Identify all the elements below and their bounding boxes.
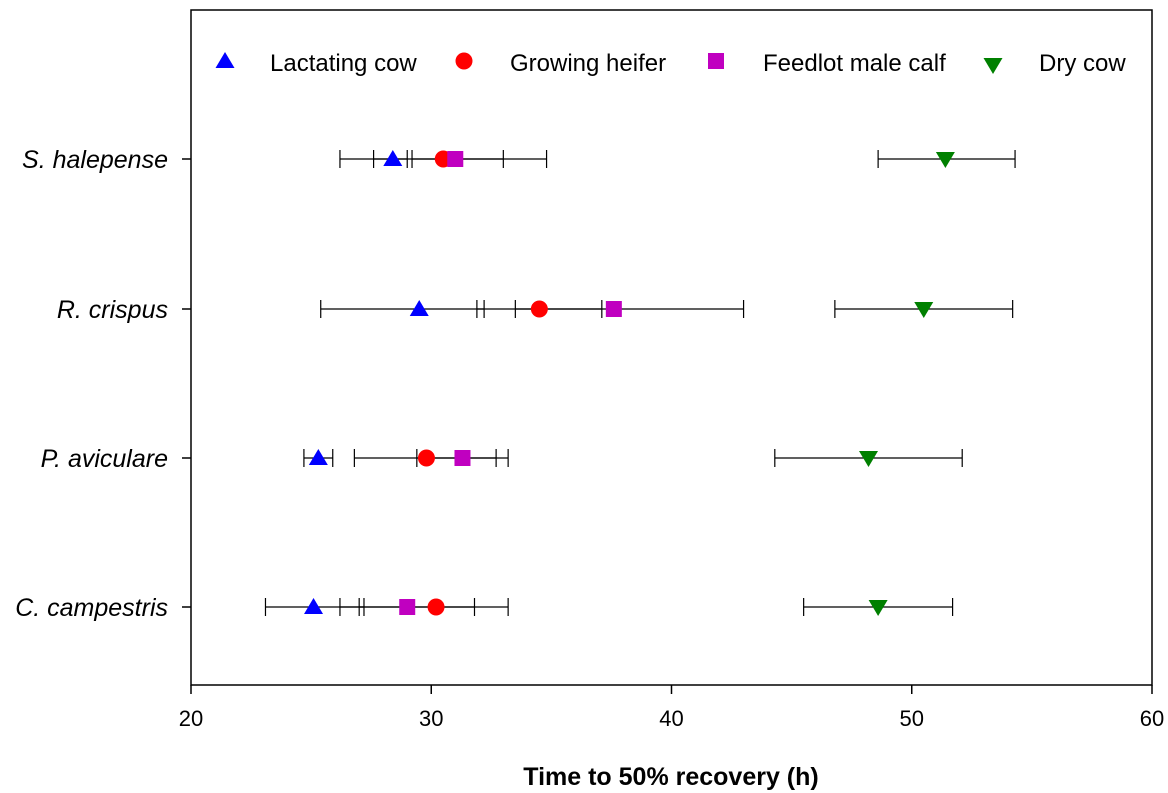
data-point bbox=[914, 302, 934, 318]
legend-marker bbox=[708, 53, 724, 69]
legend-marker bbox=[215, 52, 235, 68]
data-point bbox=[868, 600, 888, 616]
data-point bbox=[605, 301, 622, 317]
data-markers bbox=[304, 150, 955, 616]
data-point bbox=[383, 150, 403, 166]
data-point bbox=[935, 152, 955, 168]
legend-marker bbox=[983, 58, 1003, 74]
x-tick-label: 30 bbox=[419, 706, 443, 731]
x-tick-label: 40 bbox=[659, 706, 683, 731]
category-label: S. halepense bbox=[22, 146, 168, 174]
x-axis-label: Time to 50% recovery (h) bbox=[523, 763, 818, 791]
y-axis: S. halepense R. crispus P. aviculare C. cam… bbox=[15, 146, 191, 622]
x-tick-label: 50 bbox=[900, 706, 924, 731]
x-tick-label: 60 bbox=[1140, 706, 1164, 731]
legend-label: Growing heifer bbox=[510, 50, 666, 77]
category-label: R. crispus bbox=[57, 296, 168, 324]
data-point bbox=[454, 450, 471, 466]
data-point bbox=[530, 300, 548, 318]
data-point bbox=[308, 449, 328, 465]
data-point bbox=[447, 151, 464, 167]
data-point bbox=[304, 598, 324, 614]
x-axis: 20 30 40 50 60 bbox=[179, 685, 1164, 731]
category-label: P. aviculare bbox=[41, 445, 168, 473]
error-bars bbox=[264, 150, 1016, 616]
data-point bbox=[399, 599, 416, 615]
data-point bbox=[409, 300, 429, 316]
category-label: C. campestris bbox=[15, 594, 168, 622]
plot-frame bbox=[190, 9, 1153, 686]
legend: Lactating cow Growing heifer Feedlot male … bbox=[215, 50, 1126, 77]
legend-label: Lactating cow bbox=[270, 50, 417, 77]
data-point bbox=[859, 451, 879, 467]
legend-label: Feedlot male calf bbox=[763, 50, 946, 77]
data-point bbox=[417, 449, 435, 467]
legend-label: Dry cow bbox=[1039, 50, 1126, 77]
legend-marker bbox=[455, 52, 473, 70]
x-tick-label: 20 bbox=[179, 706, 203, 731]
data-point bbox=[427, 598, 445, 616]
